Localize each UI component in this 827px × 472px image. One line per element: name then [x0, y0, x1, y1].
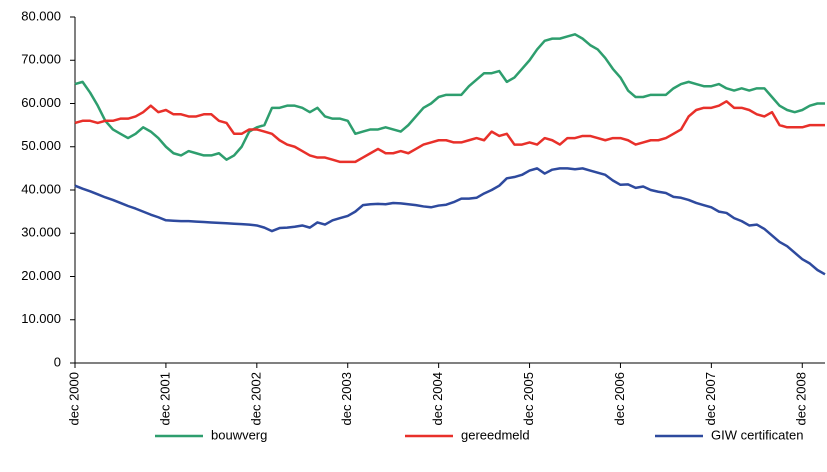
x-tick-label: dec 2002 [248, 372, 263, 426]
y-tick-label: 10.000 [21, 311, 61, 326]
y-tick-label: 30.000 [21, 225, 61, 240]
series-line [74, 33, 825, 161]
y-tick-label: 80.000 [21, 8, 61, 23]
x-tick-label: dec 2000 [66, 372, 81, 426]
legend-label: gereedmeld [461, 427, 530, 442]
x-tick-label: dec 2003 [339, 372, 354, 426]
series-line [74, 100, 825, 164]
y-tick-label: 40.000 [21, 181, 61, 196]
y-tick-label: 70.000 [21, 52, 61, 67]
x-tick-label: dec 2008 [794, 372, 809, 426]
y-tick-label: 50.000 [21, 138, 61, 153]
x-tick-label: dec 2007 [703, 372, 718, 426]
x-tick-label: dec 2006 [612, 372, 627, 426]
x-tick-label: dec 2005 [521, 372, 536, 426]
y-tick-label: 20.000 [21, 268, 61, 283]
series-line [74, 167, 826, 276]
x-tick-label: dec 2001 [157, 372, 172, 426]
y-tick-label: 60.000 [21, 95, 61, 110]
legend-label: GIW certificaten [711, 427, 803, 442]
legend-label: bouwverg [211, 427, 267, 442]
x-tick-label: dec 2004 [430, 372, 445, 426]
y-tick-label: 0 [54, 354, 61, 369]
